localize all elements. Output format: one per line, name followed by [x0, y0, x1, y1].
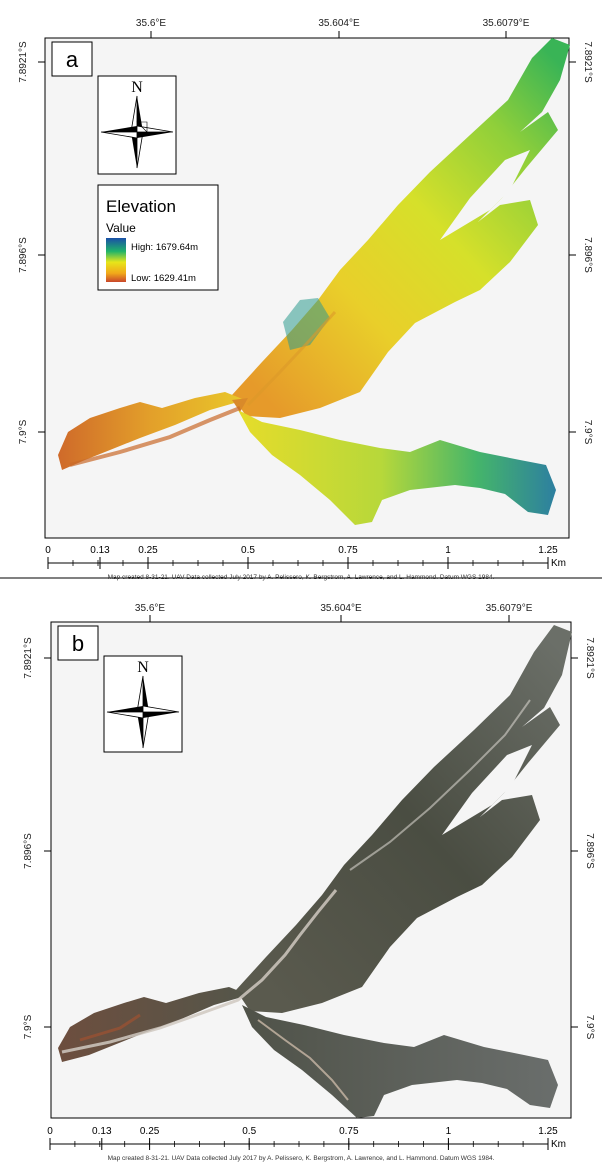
lat-label-right: 7.8921°S	[584, 637, 595, 679]
legend-low: Low: 1629.41m	[131, 273, 196, 284]
elevation-raster	[58, 38, 570, 525]
scale-tick-label: 1	[446, 1126, 452, 1137]
north-arrow-icon: N	[97, 75, 177, 175]
legend-title: Elevation	[106, 197, 176, 216]
north-arrow-icon: N	[103, 655, 183, 753]
scale-tick-label: 0.75	[339, 1126, 359, 1137]
scale-tick-label: 0.75	[338, 545, 358, 556]
svg-text:N: N	[131, 79, 143, 96]
lat-label-right: 7.9°S	[582, 420, 593, 445]
lat-label-right: 7.896°S	[584, 833, 595, 869]
legend-high: High: 1679.64m	[131, 242, 198, 253]
lon-label: 35.6079°E	[483, 18, 530, 29]
scale-tick-label: 0.25	[138, 545, 158, 556]
scale-tick-label: 1.25	[538, 545, 558, 556]
elevation-legend: Elevation Value High: 1679.64m Low: 1629…	[97, 184, 219, 291]
scale-unit: Km	[551, 558, 566, 569]
lat-label-left: 7.8921°S	[18, 41, 29, 83]
scale-tick-label: 0.5	[241, 545, 255, 556]
lat-label-left: 7.9°S	[18, 419, 29, 444]
scale-tick-label: 0	[45, 545, 51, 556]
panel-label-box	[51, 41, 93, 77]
scale-tick-label: 1	[445, 545, 451, 556]
scale-bar: 0 0.13 0.25 0.5 0.75 1 1.25	[47, 1126, 558, 1150]
panel-label: b	[72, 631, 84, 656]
lon-label: 35.6079°E	[486, 603, 533, 614]
scale-unit: Km	[551, 1139, 566, 1150]
scale-tick-label: 0.13	[90, 545, 110, 556]
panel-b: 35.6°E 35.604°E 35.6079°E 7.8921°S 7.896…	[23, 603, 595, 1162]
map-credit: Map created 8-31-21. UAV Data collected …	[108, 574, 495, 581]
lon-label: 35.604°E	[318, 18, 360, 29]
lat-label-right: 7.8921°S	[582, 41, 593, 83]
scale-tick-label: 0	[47, 1126, 53, 1137]
map-credit: Map created 8-31-21. UAV Data collected …	[108, 1155, 495, 1162]
lat-label-left: 7.896°S	[18, 237, 29, 273]
lon-label: 35.6°E	[135, 603, 165, 614]
svg-text:N: N	[137, 659, 149, 676]
panel-label-box	[57, 625, 99, 661]
lat-label-right: 7.896°S	[582, 237, 593, 273]
scale-bar: 0 0.13 0.25 0.5 0.75 1 1.25	[45, 545, 558, 569]
scale-tick-label: 0.25	[140, 1126, 160, 1137]
legend-color-ramp	[106, 238, 126, 282]
lat-label-left: 7.896°S	[23, 833, 34, 869]
lat-label-left: 7.8921°S	[23, 637, 34, 679]
orthophoto-raster	[58, 625, 572, 1118]
lat-label-left: 7.9°S	[23, 1014, 34, 1039]
lat-label-right: 7.9°S	[584, 1015, 595, 1040]
scale-tick-label: 0.13	[92, 1126, 112, 1137]
panel-a: 35.6°E 35.604°E 35.6079°E 7.8921°S 7.896…	[0, 18, 602, 581]
scale-tick-label: 1.25	[538, 1126, 558, 1137]
scale-tick-label: 0.5	[242, 1126, 256, 1137]
panel-label: a	[66, 47, 79, 72]
lon-label: 35.604°E	[320, 603, 362, 614]
legend-subtitle: Value	[106, 221, 136, 235]
lon-label: 35.6°E	[136, 18, 166, 29]
